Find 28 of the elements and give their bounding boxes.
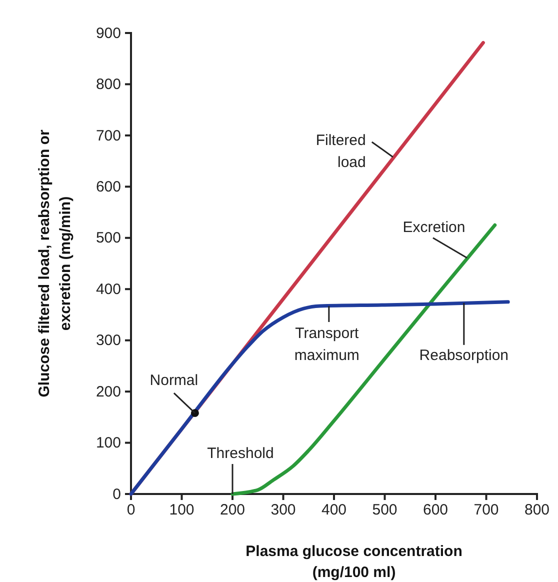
y-tick-label: 500 — [96, 230, 121, 247]
y-tick-label: 900 — [96, 24, 121, 42]
annotation: Reabsorption — [419, 346, 509, 364]
y-tick-label: 300 — [96, 332, 121, 350]
x-tick-label: 500 — [372, 502, 398, 519]
y-axis-title: Glucose filtered load, reabsorption or excretion (mg/min) — [36, 130, 74, 398]
line-series — [129, 300, 510, 496]
annotation: Normal — [150, 372, 198, 390]
x-tick-label: 100 — [169, 502, 194, 519]
x-tick-label: 0 — [126, 502, 136, 519]
x-axis-title: Plasma glucose concentration (mg/100 ml) — [246, 543, 462, 581]
annotation: Transport maximum — [294, 325, 360, 364]
y-tick-label: 200 — [96, 383, 121, 400]
x-tick-label: 800 — [524, 502, 550, 519]
x-tick-label: 300 — [270, 502, 296, 519]
annotation: Threshold — [207, 445, 274, 462]
x-tick-label: 400 — [321, 502, 347, 519]
y-tick-label: 0 — [112, 486, 121, 503]
y-tick-label: 700 — [96, 127, 121, 144]
annotation: Excretion — [402, 218, 466, 236]
y-tick-label: 400 — [96, 280, 121, 298]
y-tick-label: 100 — [96, 434, 121, 452]
x-tick-label: 600 — [422, 502, 448, 519]
annotation: Filtered load — [316, 132, 366, 171]
x-tick-label: 700 — [474, 502, 499, 519]
y-tick-label: 800 — [96, 76, 121, 94]
y-tick-label: 600 — [96, 178, 121, 196]
x-tick-label: 200 — [220, 502, 246, 519]
